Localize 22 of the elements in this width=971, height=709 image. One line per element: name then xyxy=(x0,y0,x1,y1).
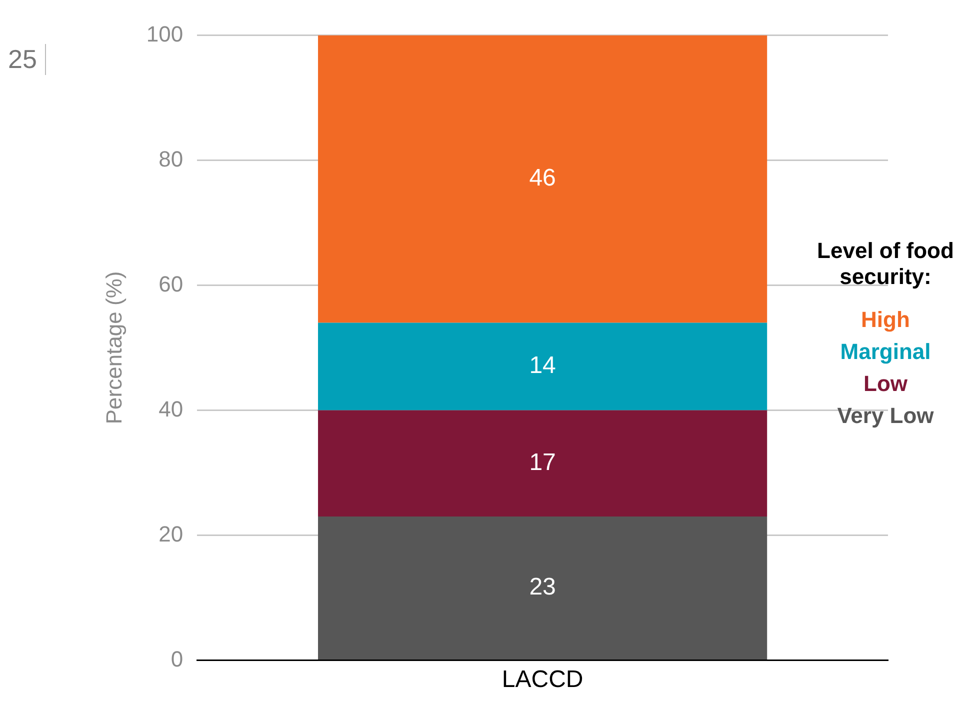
text: Very Low xyxy=(836,402,935,430)
bar xyxy=(318,516,768,660)
data-label: 23 xyxy=(529,574,556,601)
text: High xyxy=(860,306,911,334)
y-tick-label: 0 xyxy=(170,646,184,672)
data-label: 46 xyxy=(529,164,556,192)
y-axis-title: Percentage (%) xyxy=(101,271,126,424)
text: 25 xyxy=(8,44,46,75)
bar xyxy=(318,35,768,323)
legend-title: Level of food security: xyxy=(816,238,955,290)
y-tick-label: 20 xyxy=(158,521,184,546)
bar xyxy=(318,410,768,516)
y-tick-label: 100 xyxy=(146,21,184,46)
y-tick-label: 40 xyxy=(158,396,184,422)
text: Low xyxy=(862,370,908,398)
y-tick-label: 80 xyxy=(158,146,184,172)
y-tick-label: 60 xyxy=(158,271,184,296)
bar xyxy=(318,322,768,410)
data-label: 17 xyxy=(529,448,556,476)
data-label: 14 xyxy=(529,352,556,380)
text: Marginal xyxy=(839,338,932,366)
x-tick-label: LACCD xyxy=(502,666,584,694)
